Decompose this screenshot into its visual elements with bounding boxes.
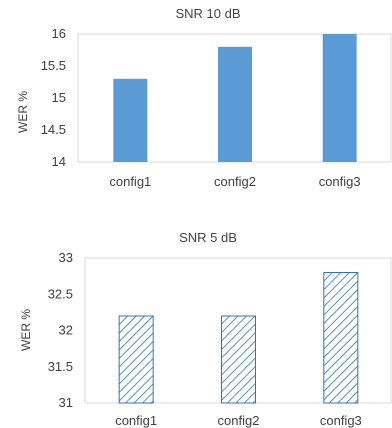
x-tick-label: config1 — [109, 174, 151, 189]
y-tick-label: 32 — [59, 323, 73, 338]
y-tick-label: 32.5 — [48, 286, 73, 301]
x-tick-label: config2 — [218, 413, 260, 428]
x-tick-label: config2 — [214, 174, 256, 189]
y-tick-label: 14.5 — [41, 122, 66, 137]
chart-snr-5db: SNR 5 dB WER % 31 31.5 32 32.5 33 config1 conf… — [19, 230, 392, 428]
chart-title: SNR 10 dB — [175, 6, 240, 21]
y-axis-label: WER % — [19, 309, 33, 351]
y-tick-label: 31.5 — [48, 359, 73, 374]
y-tick-label: 14 — [52, 154, 66, 169]
bar-config3 — [322, 34, 357, 162]
bar-config1 — [113, 78, 148, 162]
chart-title: SNR 5 dB — [179, 230, 237, 245]
bar-config2 — [218, 46, 252, 162]
y-tick-label: 15.5 — [41, 58, 66, 73]
y-tick-label: 16 — [52, 26, 66, 41]
y-tick-label: 33 — [59, 250, 73, 265]
bar-config1 — [118, 315, 154, 404]
x-tick-label: config3 — [319, 174, 361, 189]
y-axis-label: WER % — [16, 91, 30, 133]
bar-config2 — [221, 315, 256, 404]
x-tick-label: config1 — [115, 413, 157, 428]
bar-config3 — [323, 272, 359, 404]
chart-snr-10db: SNR 10 dB WER % 14 14.5 15 15.5 16 config1 con… — [16, 6, 392, 189]
y-tick-label: 15 — [52, 90, 66, 105]
y-tick-label: 31 — [59, 395, 73, 410]
x-tick-label: config3 — [320, 413, 362, 428]
